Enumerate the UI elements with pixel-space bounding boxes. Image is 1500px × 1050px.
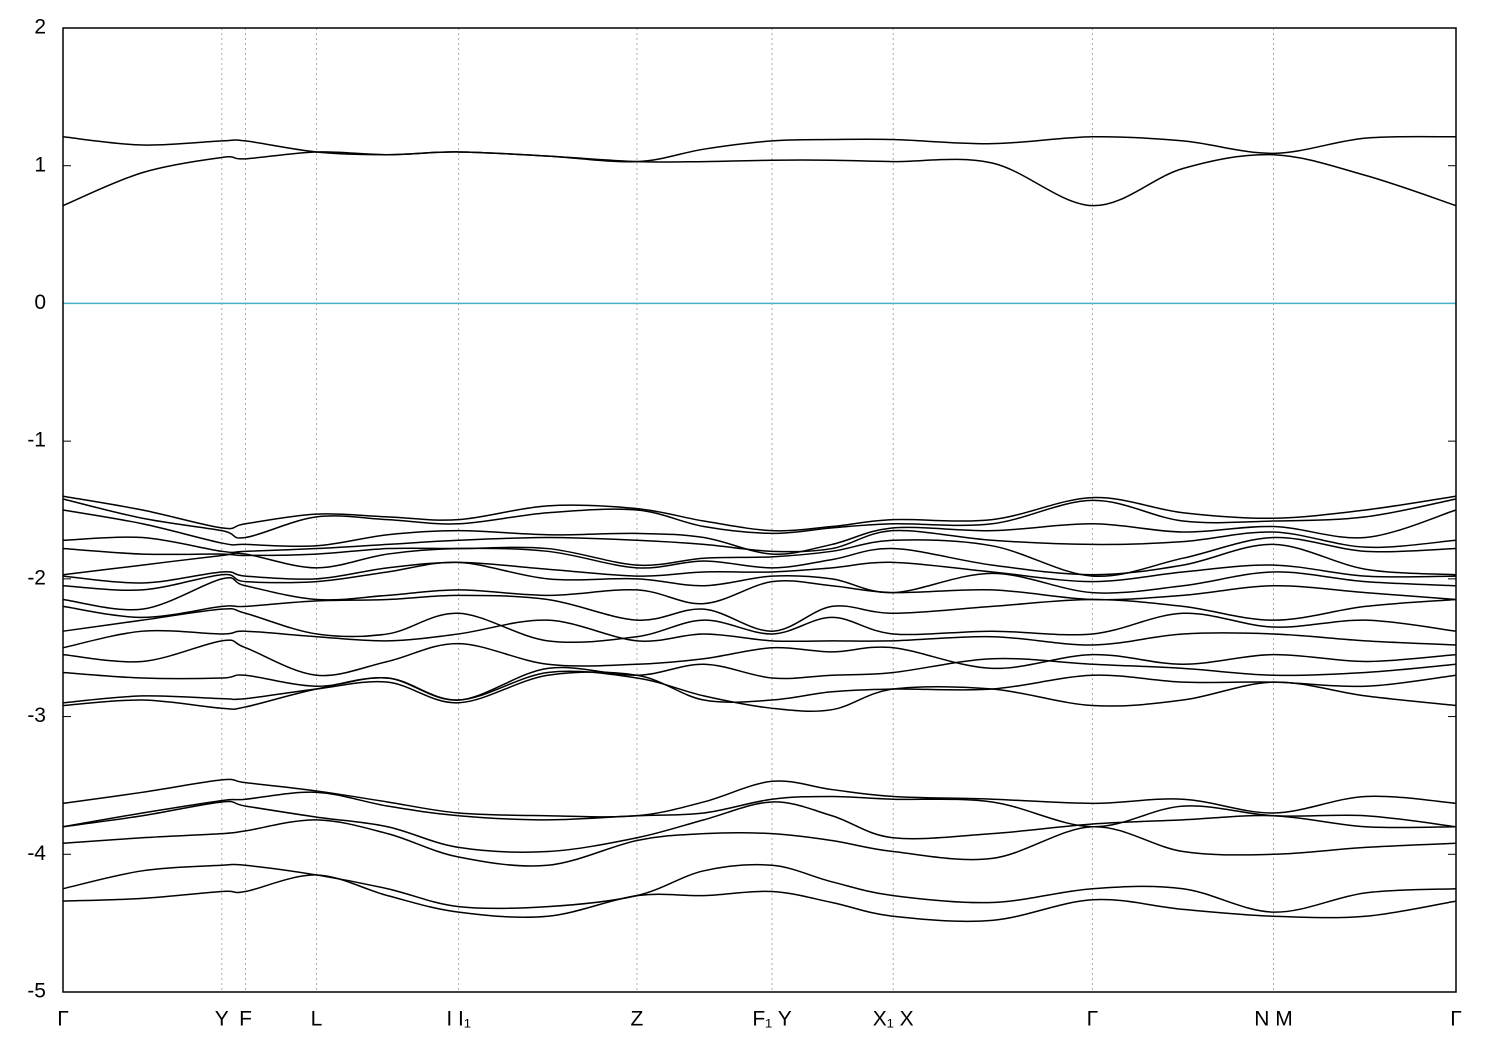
- x-tick-label: F: [239, 1008, 252, 1031]
- band-line: [62, 874, 1457, 923]
- band-line: [62, 594, 1457, 632]
- x-tick-label: F₁ Y: [752, 1008, 791, 1031]
- x-tick-label: Z: [631, 1008, 644, 1031]
- y-tick-label: -2: [27, 566, 46, 589]
- band-line: [62, 498, 1457, 539]
- y-tick-label: 1: [34, 153, 46, 176]
- band-line: [62, 135, 1457, 163]
- band-line: [62, 670, 1457, 713]
- plot-frame: [62, 27, 1457, 993]
- band-line: [62, 509, 1457, 555]
- band-line: [62, 529, 1457, 554]
- band-line: [62, 577, 1457, 611]
- band-line: [62, 863, 1457, 913]
- band-line: [62, 561, 1457, 584]
- x-tick-label: L: [311, 1008, 323, 1031]
- band-line: [62, 778, 1457, 818]
- band-line: [62, 607, 1457, 644]
- band-line: [62, 536, 1457, 578]
- y-tick-label: -1: [27, 429, 46, 452]
- x-tick-label: X₁ X: [873, 1008, 914, 1031]
- band-line: [62, 791, 1457, 828]
- band-line: [62, 657, 1457, 701]
- band-line: [62, 639, 1457, 677]
- band-line: [62, 819, 1457, 867]
- y-tick-label: 2: [34, 16, 46, 39]
- x-tick-label: Γ: [57, 1008, 69, 1031]
- y-tick-label: -5: [27, 980, 46, 1003]
- band-line: [62, 495, 1457, 532]
- band-line: [62, 619, 1457, 649]
- x-tick-label: Γ: [1450, 1008, 1462, 1031]
- band-line: [62, 561, 1457, 594]
- x-tick-label: N M: [1254, 1008, 1293, 1031]
- y-tick-label: 0: [34, 291, 46, 314]
- band-line: [62, 151, 1457, 207]
- y-tick-label: -4: [27, 842, 46, 865]
- band-line: [62, 543, 1457, 576]
- x-tick-label: I I₁: [446, 1008, 471, 1031]
- band-line: [62, 671, 1457, 704]
- x-tick-label: Y: [215, 1008, 229, 1031]
- y-tick-label: -3: [27, 704, 46, 727]
- x-tick-label: Γ: [1087, 1008, 1099, 1031]
- band-line: [62, 800, 1457, 853]
